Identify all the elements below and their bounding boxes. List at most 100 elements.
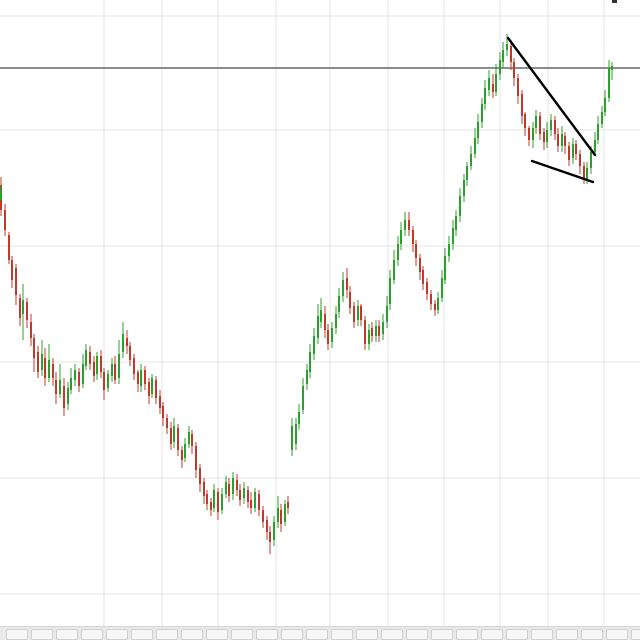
candle-40 xyxy=(144,366,146,390)
scrollbar-cell[interactable] xyxy=(281,629,303,640)
candle-85 xyxy=(309,344,311,378)
candle-58 xyxy=(210,498,212,516)
scrollbar-cell[interactable] xyxy=(381,629,403,640)
scrollbar-cell[interactable] xyxy=(431,629,453,640)
scrollbar-cell[interactable] xyxy=(481,629,503,640)
candle-body xyxy=(510,46,512,62)
candle-93 xyxy=(338,288,340,318)
scrollbar-cell[interactable] xyxy=(406,629,428,640)
scrollbar-cell[interactable] xyxy=(556,629,578,640)
candle-body xyxy=(37,352,39,372)
candle-body xyxy=(368,330,370,344)
candle-82 xyxy=(298,404,300,430)
scrollbar-cell[interactable] xyxy=(256,629,278,640)
candle-90 xyxy=(327,324,329,350)
scrollbar-cell[interactable] xyxy=(131,629,153,640)
candle-body xyxy=(575,144,577,154)
scrollbar-cell[interactable] xyxy=(606,629,628,640)
scrollbar-cell[interactable] xyxy=(306,629,328,640)
candle-149 xyxy=(543,128,545,150)
candle-body xyxy=(528,128,530,140)
candle-body xyxy=(550,120,552,130)
candle-body xyxy=(364,320,366,344)
candle-body xyxy=(114,364,116,380)
candle-55 xyxy=(199,464,201,492)
candle-122 xyxy=(444,248,446,284)
scrollbar-cell[interactable] xyxy=(106,629,128,640)
candle-60 xyxy=(217,488,219,520)
candle-body xyxy=(19,298,21,318)
candle-body xyxy=(506,44,508,50)
candle-body xyxy=(206,494,208,504)
candle-134 xyxy=(488,70,490,96)
candle-146 xyxy=(532,122,534,148)
candle-105 xyxy=(382,314,384,340)
candle-body xyxy=(48,360,50,378)
candle-121 xyxy=(441,270,443,302)
candle-67 xyxy=(243,482,245,504)
candle-body xyxy=(239,490,241,500)
scrollbar-cell[interactable] xyxy=(456,629,478,640)
candle-body xyxy=(295,424,297,444)
candle-body xyxy=(96,356,98,374)
candle-129 xyxy=(470,146,472,170)
candle-91 xyxy=(331,322,333,348)
candle-128 xyxy=(466,162,468,186)
candle-body xyxy=(327,330,329,344)
candles-layer xyxy=(0,34,613,554)
candle-75 xyxy=(273,516,275,546)
scrollbar-cell[interactable] xyxy=(231,629,253,640)
candle-81 xyxy=(295,418,297,450)
candle-body xyxy=(210,502,212,510)
candle-body xyxy=(26,302,28,320)
candle-133 xyxy=(484,80,486,110)
candle-138 xyxy=(502,42,504,68)
candle-103 xyxy=(375,320,377,342)
candle-113 xyxy=(412,226,414,252)
candle-71 xyxy=(258,490,260,516)
candle-144 xyxy=(524,112,526,136)
candle-50 xyxy=(181,446,183,468)
candle-79 xyxy=(287,496,289,514)
scrollbar-cell[interactable] xyxy=(6,629,28,640)
candle-body xyxy=(539,116,541,134)
candle-body xyxy=(590,152,592,168)
candle-body xyxy=(41,354,43,370)
candle-116 xyxy=(422,266,424,290)
candle-body xyxy=(419,258,421,272)
scrollbar-cell[interactable] xyxy=(31,629,53,640)
scrollbar-cell[interactable] xyxy=(206,629,228,640)
candle-8 xyxy=(26,298,28,328)
candle-42 xyxy=(151,374,153,398)
candle-168 xyxy=(611,62,613,80)
scrollbar-cell[interactable] xyxy=(531,629,553,640)
candle-body xyxy=(148,382,150,396)
scrollbar-cell[interactable] xyxy=(356,629,378,640)
scrollbar-cell[interactable] xyxy=(581,629,603,640)
scrollbar-cell[interactable] xyxy=(631,629,640,640)
scrollbar-cell[interactable] xyxy=(81,629,103,640)
candle-body xyxy=(521,94,523,116)
time-scrollbar[interactable] xyxy=(0,626,640,640)
candle-89 xyxy=(324,306,326,338)
candle-86 xyxy=(313,328,315,360)
candle-165 xyxy=(601,106,603,128)
candle-body xyxy=(262,510,264,522)
scrollbar-cell[interactable] xyxy=(156,629,178,640)
candle-body xyxy=(133,358,135,374)
candle-164 xyxy=(597,116,599,144)
candle-body xyxy=(517,78,519,96)
candlestick-chart[interactable] xyxy=(0,0,640,626)
candle-73 xyxy=(266,516,268,540)
candle-body xyxy=(129,346,131,360)
scrollbar-cell[interactable] xyxy=(56,629,78,640)
candle-110 xyxy=(400,222,402,250)
scrollbar-cell[interactable] xyxy=(181,629,203,640)
scrollbar-cell[interactable] xyxy=(506,629,528,640)
candle-body xyxy=(126,338,128,346)
candle-body xyxy=(513,62,515,78)
candle-body xyxy=(408,220,410,230)
candle-body xyxy=(331,328,333,342)
scrollbar-cell[interactable] xyxy=(331,629,353,640)
